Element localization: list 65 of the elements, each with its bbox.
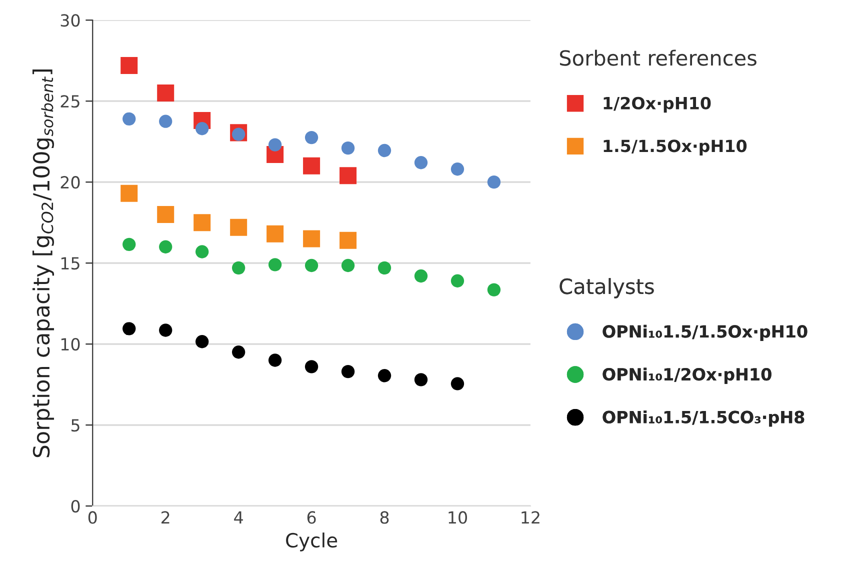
point — [195, 335, 209, 348]
point — [340, 232, 357, 249]
x-tick-label: 12 — [522, 511, 540, 524]
point — [487, 283, 501, 296]
legend-label: 1/2Ox·pH10 — [604, 96, 711, 113]
legend-label: 1.5/1.5Ox·pH10 — [604, 140, 747, 156]
x-tick-label: 2 — [162, 511, 170, 524]
legend-label: OPNi₁₀1/2Ox·pH10 — [602, 368, 772, 384]
point — [304, 360, 318, 374]
y-axis-title: Sorption capacity [g$_{CO2}$/100g$_{sorbent}$] — [32, 70, 54, 458]
legend-title: Sorbent references — [560, 50, 756, 66]
x-axis-title: Cycle — [286, 532, 338, 552]
point — [414, 269, 428, 283]
point — [340, 167, 357, 184]
legend-label: OPNi₁₀1.5/1.5CO₃·pH8 — [602, 410, 804, 427]
point — [341, 258, 355, 272]
point — [268, 138, 282, 152]
point — [304, 258, 318, 272]
point — [159, 114, 172, 128]
point — [120, 56, 138, 74]
point — [378, 369, 392, 382]
y-tick-label: 30 — [60, 14, 80, 27]
point — [159, 240, 172, 254]
legend-label: OPNi₁₀1.5/1.5Ox·pH10 — [602, 324, 808, 342]
point — [304, 130, 318, 144]
point — [195, 245, 209, 258]
point — [120, 184, 138, 202]
point — [232, 346, 246, 359]
point — [341, 364, 355, 378]
point — [341, 141, 355, 155]
point — [378, 261, 392, 275]
point — [159, 324, 172, 337]
x-tick-label: 4 — [234, 511, 243, 524]
y-tick-label: 20 — [60, 176, 80, 189]
point — [414, 373, 428, 386]
point — [414, 156, 428, 170]
point — [266, 225, 284, 242]
x-tick-label: 10 — [448, 511, 467, 524]
point — [450, 377, 464, 390]
y-tick-label: 15 — [61, 257, 80, 270]
y-tick-label: 0 — [71, 500, 80, 513]
point — [303, 157, 320, 174]
point — [230, 218, 248, 236]
x-tick-label: 6 — [307, 511, 316, 524]
point — [450, 162, 464, 176]
point — [487, 175, 501, 189]
text: Catalysts — [560, 278, 654, 298]
y-tick-label: 5 — [71, 419, 80, 432]
point — [378, 144, 392, 158]
y-tick-label: 10 — [61, 338, 80, 351]
point — [157, 206, 174, 223]
point — [122, 322, 136, 336]
x-tick-label: 8 — [380, 511, 389, 524]
point — [303, 230, 320, 248]
point — [195, 122, 209, 136]
point — [268, 354, 282, 367]
point — [194, 214, 211, 232]
x-tick-label: 0 — [88, 511, 97, 524]
point — [122, 238, 136, 252]
point — [232, 261, 246, 275]
point — [157, 84, 174, 102]
point — [122, 112, 136, 126]
point — [268, 258, 282, 272]
y-tick-label: 25 — [60, 95, 80, 108]
point — [450, 274, 464, 288]
